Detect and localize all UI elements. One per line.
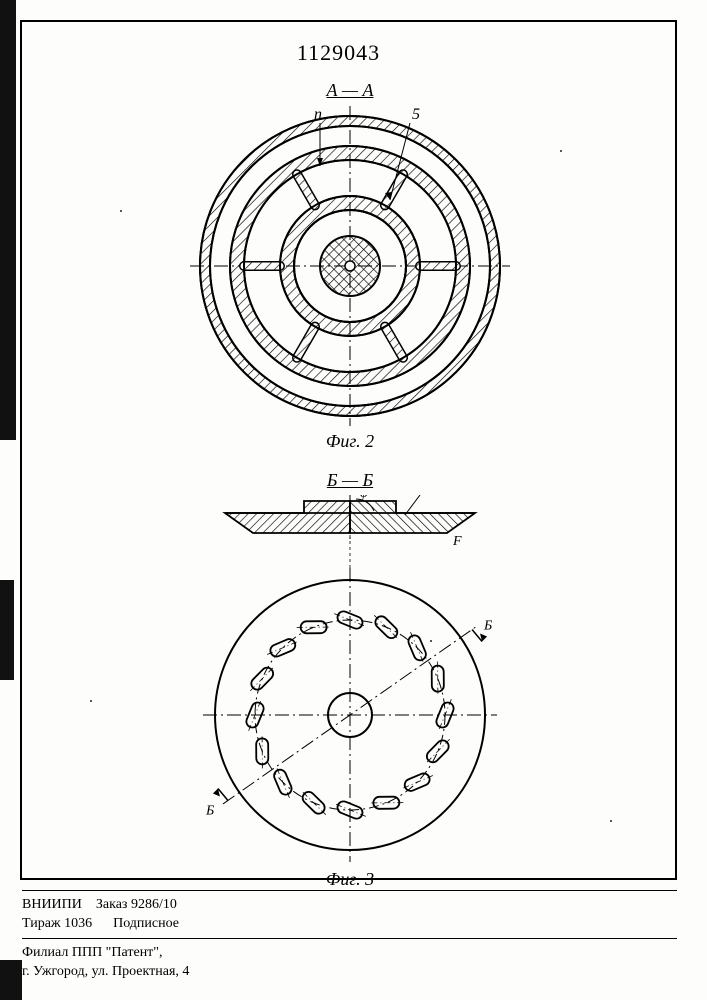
figure-3: Б — Б φ6FББ Фиг. 3: [190, 470, 510, 890]
svg-text:φ: φ: [360, 495, 368, 501]
svg-text:6: 6: [422, 495, 429, 499]
scan-artifact: [0, 0, 16, 440]
scan-artifact: [0, 960, 22, 1000]
footer-subscr: Подписное: [113, 916, 179, 931]
figure-2: А — А п5 Фиг. 2: [170, 80, 530, 452]
fig3-drawing: φ 6 F Б Б: [190, 495, 510, 875]
footer-tirazh: Тираж 1036: [22, 916, 92, 931]
footer-branch: Филиал ППП "Патент",: [22, 943, 677, 963]
fig2-drawing: п5: [185, 101, 515, 431]
footer-block: ВНИИПИ Заказ 9286/10 Тираж 1036 Подписно…: [22, 886, 677, 982]
svg-text:п: п: [314, 106, 322, 123]
svg-text:5: 5: [412, 106, 420, 123]
fig2-section-label: А — А: [170, 80, 530, 101]
footer-order: Заказ 9286/10: [96, 897, 177, 912]
svg-text:Б: Б: [205, 803, 214, 818]
svg-text:F: F: [452, 534, 462, 549]
footer-addr: г. Ужгород, ул. Проектная, 4: [22, 962, 677, 982]
footer-org: ВНИИПИ: [22, 897, 82, 912]
scan-artifact: [0, 580, 14, 680]
fig3-section-label: Б — Б: [190, 470, 510, 491]
patent-number: 1129043: [0, 40, 677, 66]
fig2-caption: Фиг. 2: [170, 431, 530, 452]
svg-text:Б: Б: [483, 619, 492, 634]
